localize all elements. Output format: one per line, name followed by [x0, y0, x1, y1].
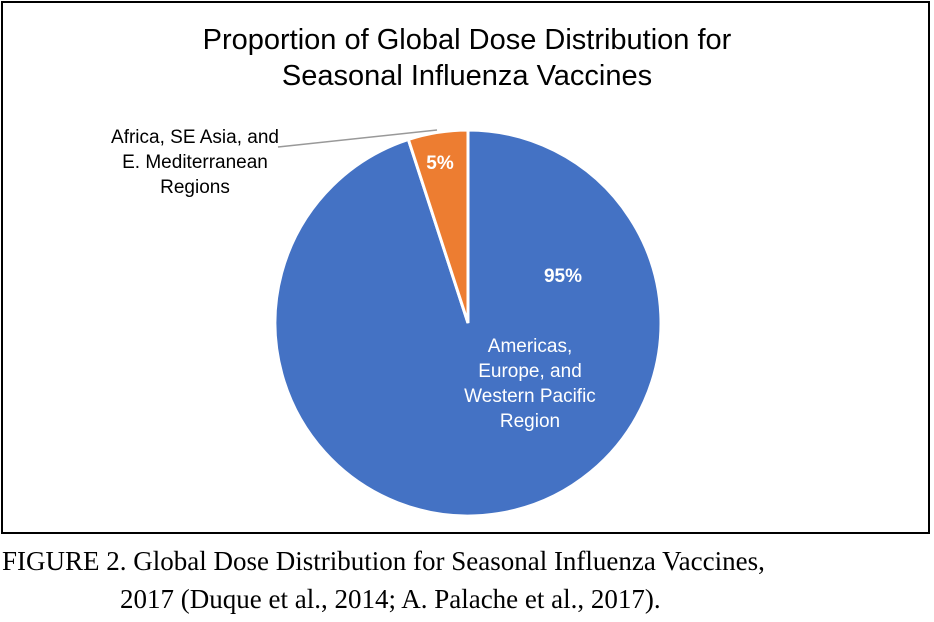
slice-label: Americas, Europe, and Western Pacific Re… — [464, 336, 596, 432]
leader-line — [277, 129, 438, 148]
caption-line: FIGURE 2. Global Dose Distribution for S… — [2, 546, 765, 576]
pie-slice — [406, 128, 470, 324]
value-label: 95% — [543, 266, 583, 287]
caption-line: 2017 (Duque et al., 2014; A. Palache et … — [120, 584, 661, 614]
chart-title: Proportion of Global Dose Distribution f… — [202, 24, 732, 92]
slice-label: Africa, SE Asia, and E. Mediterranean Re… — [111, 127, 279, 198]
value-label: 5% — [426, 153, 454, 174]
